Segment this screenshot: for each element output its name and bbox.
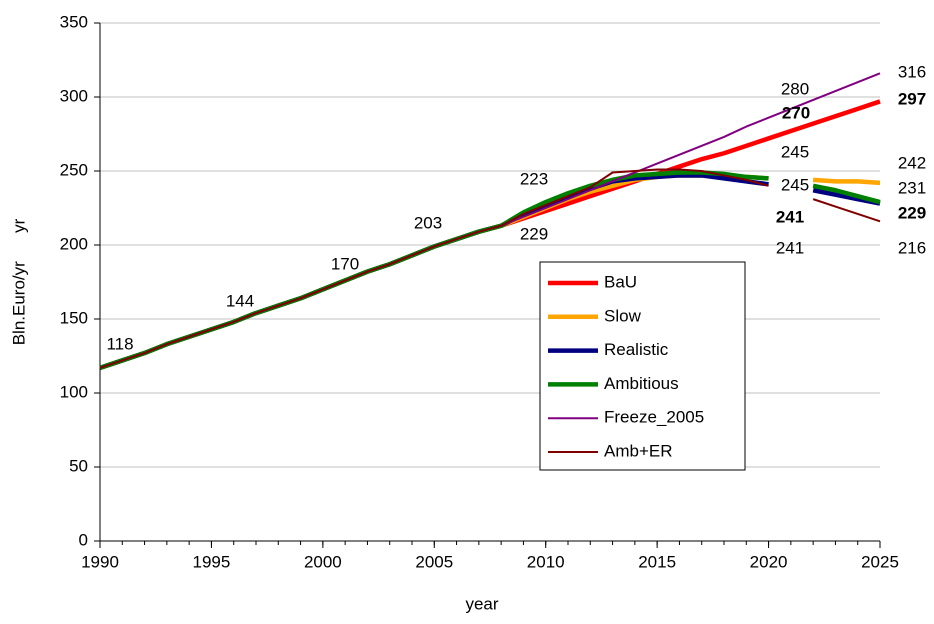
legend-label: Ambitious [604,374,679,393]
series-line [99,72,881,369]
legend-box [539,261,746,471]
annotation: 223 [520,169,548,188]
annotation: 231 [898,178,926,197]
annotation: 245 [781,142,809,161]
y-tick-label: 50 [69,456,88,475]
x-axis-label: year [465,594,498,613]
annotation: 297 [898,89,926,108]
x-tick-label: 2020 [750,552,788,571]
x-tick-label: 2000 [304,552,342,571]
x-tick-label: 2015 [638,552,676,571]
legend-label: Slow [604,306,642,325]
annotation: 316 [898,62,926,81]
annotation: 280 [781,79,809,98]
legend-label: Realistic [604,340,669,359]
annotation: 118 [106,334,133,353]
y-tick-label: 350 [60,12,88,31]
annotation: 241 [776,238,804,257]
annotation: 144 [226,291,254,310]
series-line [99,168,881,369]
legend-label: BaU [604,272,637,291]
x-tick-label: 2025 [861,552,899,571]
y-axis-label: Bln.Euro/yr yr [9,218,28,345]
annotation: 216 [898,238,926,257]
y-tick-label: 150 [60,308,88,327]
y-tick-label: 300 [60,86,88,105]
annotation: 229 [898,203,926,222]
x-tick-label: 1995 [193,552,231,571]
y-tick-label: 250 [60,160,88,179]
legend-label: Freeze_2005 [604,408,704,427]
x-tick-label: 2005 [415,552,453,571]
y-tick-label: 200 [60,234,88,253]
annotation: 245 [781,175,809,194]
annotation: 170 [331,254,359,273]
y-tick-label: 0 [79,530,88,549]
x-tick-label: 2010 [527,552,565,571]
y-tick-label: 100 [60,382,88,401]
legend-label: Amb+ER [604,441,673,460]
annotation: 242 [898,153,926,172]
series-line [99,173,881,370]
annotation: 270 [782,103,810,122]
x-tick-label: 1990 [81,552,119,571]
series-line [99,173,881,370]
annotation: 203 [414,213,442,232]
series-line [99,170,881,370]
annotation: 229 [520,224,548,243]
annotation: 241 [776,207,804,226]
